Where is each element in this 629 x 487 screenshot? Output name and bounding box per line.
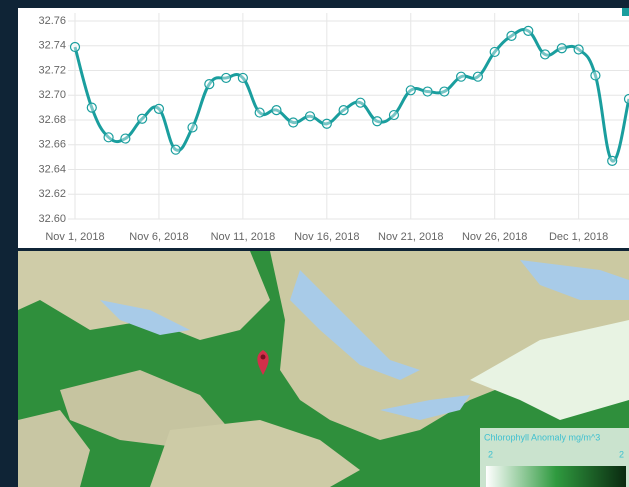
point — [406, 86, 415, 95]
point — [238, 73, 247, 82]
y-tick-label: 32.74 — [38, 40, 66, 52]
point — [121, 134, 130, 143]
point — [154, 104, 163, 113]
point — [457, 72, 466, 81]
legend-gradient — [486, 466, 626, 487]
point — [87, 103, 96, 112]
x-tick-label: Nov 21, 2018 — [378, 231, 443, 243]
point — [71, 42, 80, 51]
y-tick-label: 32.60 — [38, 213, 66, 225]
point — [272, 106, 281, 115]
point — [541, 50, 550, 59]
x-tick-label: Nov 6, 2018 — [129, 231, 188, 243]
point — [373, 117, 382, 126]
point — [507, 31, 516, 40]
x-tick-label: Dec 1, 2018 — [549, 231, 608, 243]
point — [104, 133, 113, 142]
point — [440, 87, 449, 96]
y-tick-label: 32.62 — [38, 188, 66, 200]
point — [255, 108, 264, 117]
y-tick-label: 32.72 — [38, 64, 66, 76]
y-tick-label: 32.76 — [38, 15, 66, 27]
x-tick-label: Nov 11, 2018 — [211, 231, 276, 243]
point — [423, 87, 432, 96]
x-tick-label: Nov 1, 2018 — [45, 231, 104, 243]
point — [524, 26, 533, 35]
point — [289, 118, 298, 127]
point — [138, 114, 147, 123]
map: Chlorophyll Anomaly mg/m^3 2 2 — [18, 251, 629, 487]
point — [306, 112, 315, 121]
point — [574, 45, 583, 54]
point — [591, 71, 600, 80]
point — [356, 98, 365, 107]
point — [608, 156, 617, 165]
page: Chlorophyll Anomaly mg/m^3 2 2 32.60 32.6… — [0, 0, 629, 487]
point — [557, 44, 566, 53]
x-tick-label: Nov 16, 2018 — [294, 231, 359, 243]
point — [490, 47, 499, 56]
screen: Chlorophyll Anomaly mg/m^3 2 2 32.60 32.6… — [0, 0, 629, 487]
x-tick-label: Nov 26, 2018 — [462, 231, 527, 243]
point — [322, 119, 331, 128]
point — [389, 111, 398, 120]
point — [171, 145, 180, 154]
point — [625, 94, 629, 103]
legend-min: 2 — [488, 449, 493, 459]
legend-max: 2 — [619, 449, 624, 459]
legend-title: Chlorophyll Anomaly mg/m^3 — [484, 432, 600, 442]
corner-tab — [622, 8, 629, 16]
point — [339, 106, 348, 115]
point — [188, 123, 197, 132]
y-tick-label: 32.66 — [38, 139, 66, 151]
point — [473, 72, 482, 81]
y-tick-label: 32.70 — [38, 89, 66, 101]
y-tick-label: 32.64 — [38, 163, 66, 175]
y-tick-label: 32.68 — [38, 114, 66, 126]
map-pin-dot — [261, 355, 266, 360]
point — [205, 80, 214, 89]
point — [222, 73, 231, 82]
